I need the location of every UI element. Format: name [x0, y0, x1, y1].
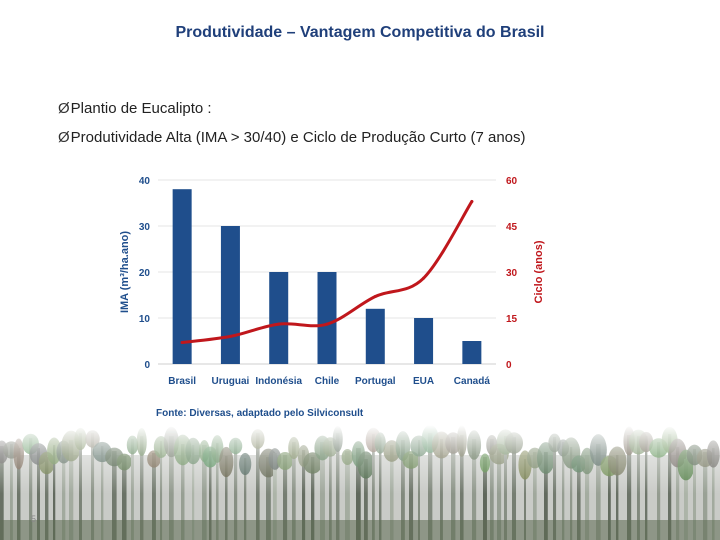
- ciclo-point-uruguai: [228, 334, 232, 338]
- bar-indonésia: [269, 272, 289, 364]
- bar-chile: [317, 272, 337, 364]
- bullet-arrow-icon: Ø: [58, 100, 70, 117]
- ciclo-point-brasil: [180, 341, 184, 345]
- bar-eua: [414, 318, 434, 364]
- ciclo-point-indonésia: [277, 322, 281, 326]
- bar-brasil: [172, 189, 192, 364]
- y-axis-title-left: IMA (m³/ha.ano): [119, 231, 131, 313]
- chart-container: 0 10 20 30 40 0 15 30 45 60 Brasil Uruguai Indonésia…: [112, 168, 552, 428]
- x-tick-label: Chile: [315, 376, 340, 387]
- y-tick-label-left: 40: [139, 176, 151, 187]
- bar-canadá: [462, 341, 482, 364]
- y-tick-label-right: 0: [506, 360, 512, 371]
- slide-number: 5: [31, 514, 37, 524]
- bullet-arrow-icon: Ø: [58, 129, 70, 146]
- y-tick-label-right: 30: [506, 268, 518, 279]
- x-tick-label: Uruguai: [212, 376, 250, 387]
- y-axis-title-right: Ciclo (anos): [533, 240, 545, 303]
- y-tick-label-left: 0: [144, 360, 150, 371]
- x-tick-label: Portugal: [355, 376, 396, 387]
- ciclo-point-canadá: [470, 199, 474, 203]
- ima-cycle-chart: 0 10 20 30 40 0 15 30 45 60 Brasil Uruguai Indonésia…: [119, 176, 545, 419]
- bullet-text: Produtividade Alta (IMA > 30/40) e Ciclo…: [70, 129, 526, 146]
- bar-portugal: [365, 308, 385, 364]
- y-tick-label-right: 45: [506, 222, 518, 233]
- chart-source: Fonte: Diversas, adaptado pelo Silvicons…: [156, 408, 364, 419]
- x-tick-label: Canadá: [454, 376, 491, 387]
- x-tick-label: Brasil: [168, 376, 196, 387]
- y-tick-label-left: 10: [139, 314, 151, 325]
- bullet-item: ØPlantio de Eucalipto :: [58, 100, 526, 117]
- bullet-text: Plantio de Eucalipto :: [70, 100, 212, 117]
- x-tick-label: EUA: [413, 376, 434, 387]
- ciclo-point-chile: [325, 322, 329, 326]
- slide-title: Produtividade – Vantagem Competitiva do …: [175, 24, 545, 41]
- y-tick-label-left: 30: [139, 222, 151, 233]
- y-tick-label-right: 15: [506, 314, 518, 325]
- ciclo-point-eua: [422, 276, 426, 280]
- bullet-list: ØPlantio de Eucalipto : ØProdutividade A…: [58, 100, 526, 158]
- bar-uruguai: [220, 226, 240, 364]
- y-tick-label-right: 60: [506, 176, 518, 187]
- bullet-item: ØProdutividade Alta (IMA > 30/40) e Cicl…: [58, 129, 526, 146]
- x-tick-label: Indonésia: [255, 376, 302, 387]
- ciclo-point-portugal: [373, 295, 377, 299]
- y-tick-label-left: 20: [139, 268, 151, 279]
- eucalyptus-forest-image: [0, 425, 720, 540]
